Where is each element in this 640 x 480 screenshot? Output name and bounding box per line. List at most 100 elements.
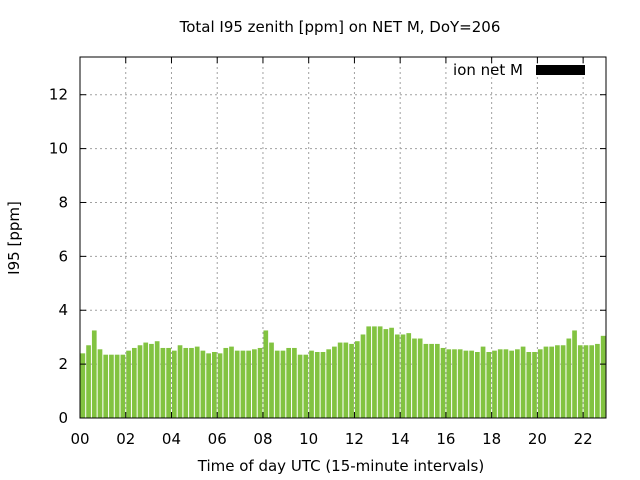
- bar: [383, 329, 389, 418]
- bar: [171, 350, 177, 418]
- x-tick-label: 06: [208, 430, 227, 448]
- bar: [412, 338, 417, 418]
- bar: [526, 351, 532, 418]
- bar: [109, 354, 114, 418]
- x-tick-label: 20: [528, 430, 547, 448]
- x-tick-label: 08: [253, 430, 272, 448]
- bar: [349, 343, 354, 418]
- bar: [503, 349, 509, 418]
- bar: [80, 353, 86, 418]
- bar: [589, 345, 595, 418]
- bar: [549, 346, 555, 418]
- bar: [292, 347, 297, 418]
- y-tick-label: 8: [58, 193, 68, 211]
- bar: [560, 345, 566, 418]
- bar: [537, 349, 543, 418]
- bar: [274, 350, 280, 418]
- x-tick-label: 16: [436, 430, 455, 448]
- x-tick-label: 02: [116, 430, 135, 448]
- bar: [332, 346, 337, 418]
- bar: [309, 350, 314, 418]
- bar: [354, 341, 360, 418]
- bar: [194, 346, 200, 418]
- bar: [246, 350, 251, 418]
- x-tick-label: 22: [574, 430, 593, 448]
- y-tick-label: 12: [49, 86, 68, 104]
- bar: [480, 346, 486, 418]
- bar: [417, 338, 423, 418]
- x-tick-label: 04: [162, 430, 181, 448]
- bar: [423, 343, 429, 418]
- bar: [286, 347, 292, 418]
- y-tick-label: 4: [58, 301, 68, 319]
- x-tick-label: 18: [482, 430, 501, 448]
- bar: [486, 351, 492, 418]
- bar: [532, 351, 537, 418]
- bar: [492, 350, 497, 418]
- bar: [595, 343, 600, 418]
- bar: [515, 349, 520, 418]
- y-tick-label: 0: [58, 409, 68, 427]
- bar: [212, 351, 217, 418]
- bar: [326, 349, 332, 418]
- bar: [452, 349, 457, 418]
- bar: [337, 342, 343, 418]
- chart-title: Total I95 zenith [ppm] on NET M, DoY=206: [179, 18, 501, 36]
- bar: [394, 334, 400, 418]
- bar: [234, 350, 240, 418]
- bar: [343, 342, 349, 418]
- bar: [406, 333, 412, 418]
- bar: [200, 350, 206, 418]
- bar: [280, 350, 286, 418]
- bar: [126, 350, 131, 418]
- bar: [366, 326, 372, 418]
- bar: [257, 347, 263, 418]
- bar: [149, 343, 154, 418]
- bar: [497, 349, 503, 418]
- bar: [154, 341, 160, 418]
- plot-frame: [79, 56, 607, 419]
- bar: [463, 350, 469, 418]
- bar: [120, 354, 126, 418]
- x-tick-label: 14: [391, 430, 410, 448]
- bar: [240, 350, 246, 418]
- bars-layer: [80, 326, 606, 418]
- bar: [97, 349, 103, 418]
- bar: [389, 327, 394, 418]
- legend-swatch: [536, 65, 585, 75]
- bar: [314, 351, 320, 418]
- bar: [269, 342, 274, 418]
- bar: [229, 346, 234, 418]
- bar: [206, 353, 211, 418]
- bar: [320, 351, 326, 418]
- bar: [131, 347, 137, 418]
- x-tick-label: 10: [299, 430, 318, 448]
- bar: [600, 335, 606, 418]
- bar: [137, 345, 143, 418]
- legend-label: ion net M: [453, 61, 523, 79]
- bar: [189, 347, 194, 418]
- bar: [252, 349, 257, 418]
- bar: [360, 334, 366, 418]
- ticks-layer: [79, 57, 606, 419]
- bar: [91, 330, 97, 418]
- bar: [555, 345, 560, 418]
- bar: [566, 338, 572, 418]
- bar: [377, 326, 383, 418]
- bar: [263, 330, 269, 418]
- bar: [475, 351, 480, 418]
- bar: [469, 350, 474, 418]
- bar: [440, 347, 446, 418]
- bar: [583, 345, 589, 418]
- bar: [400, 334, 406, 418]
- bar: [160, 347, 166, 418]
- y-tick-label: 2: [58, 355, 68, 373]
- bar: [177, 345, 183, 418]
- x-axis-label: Time of day UTC (15-minute intervals): [197, 457, 484, 475]
- bar: [143, 342, 149, 418]
- bar: [446, 349, 452, 418]
- y-axis-label: I95 [ppm]: [5, 201, 23, 275]
- bar: [303, 354, 309, 418]
- bar: [577, 345, 583, 418]
